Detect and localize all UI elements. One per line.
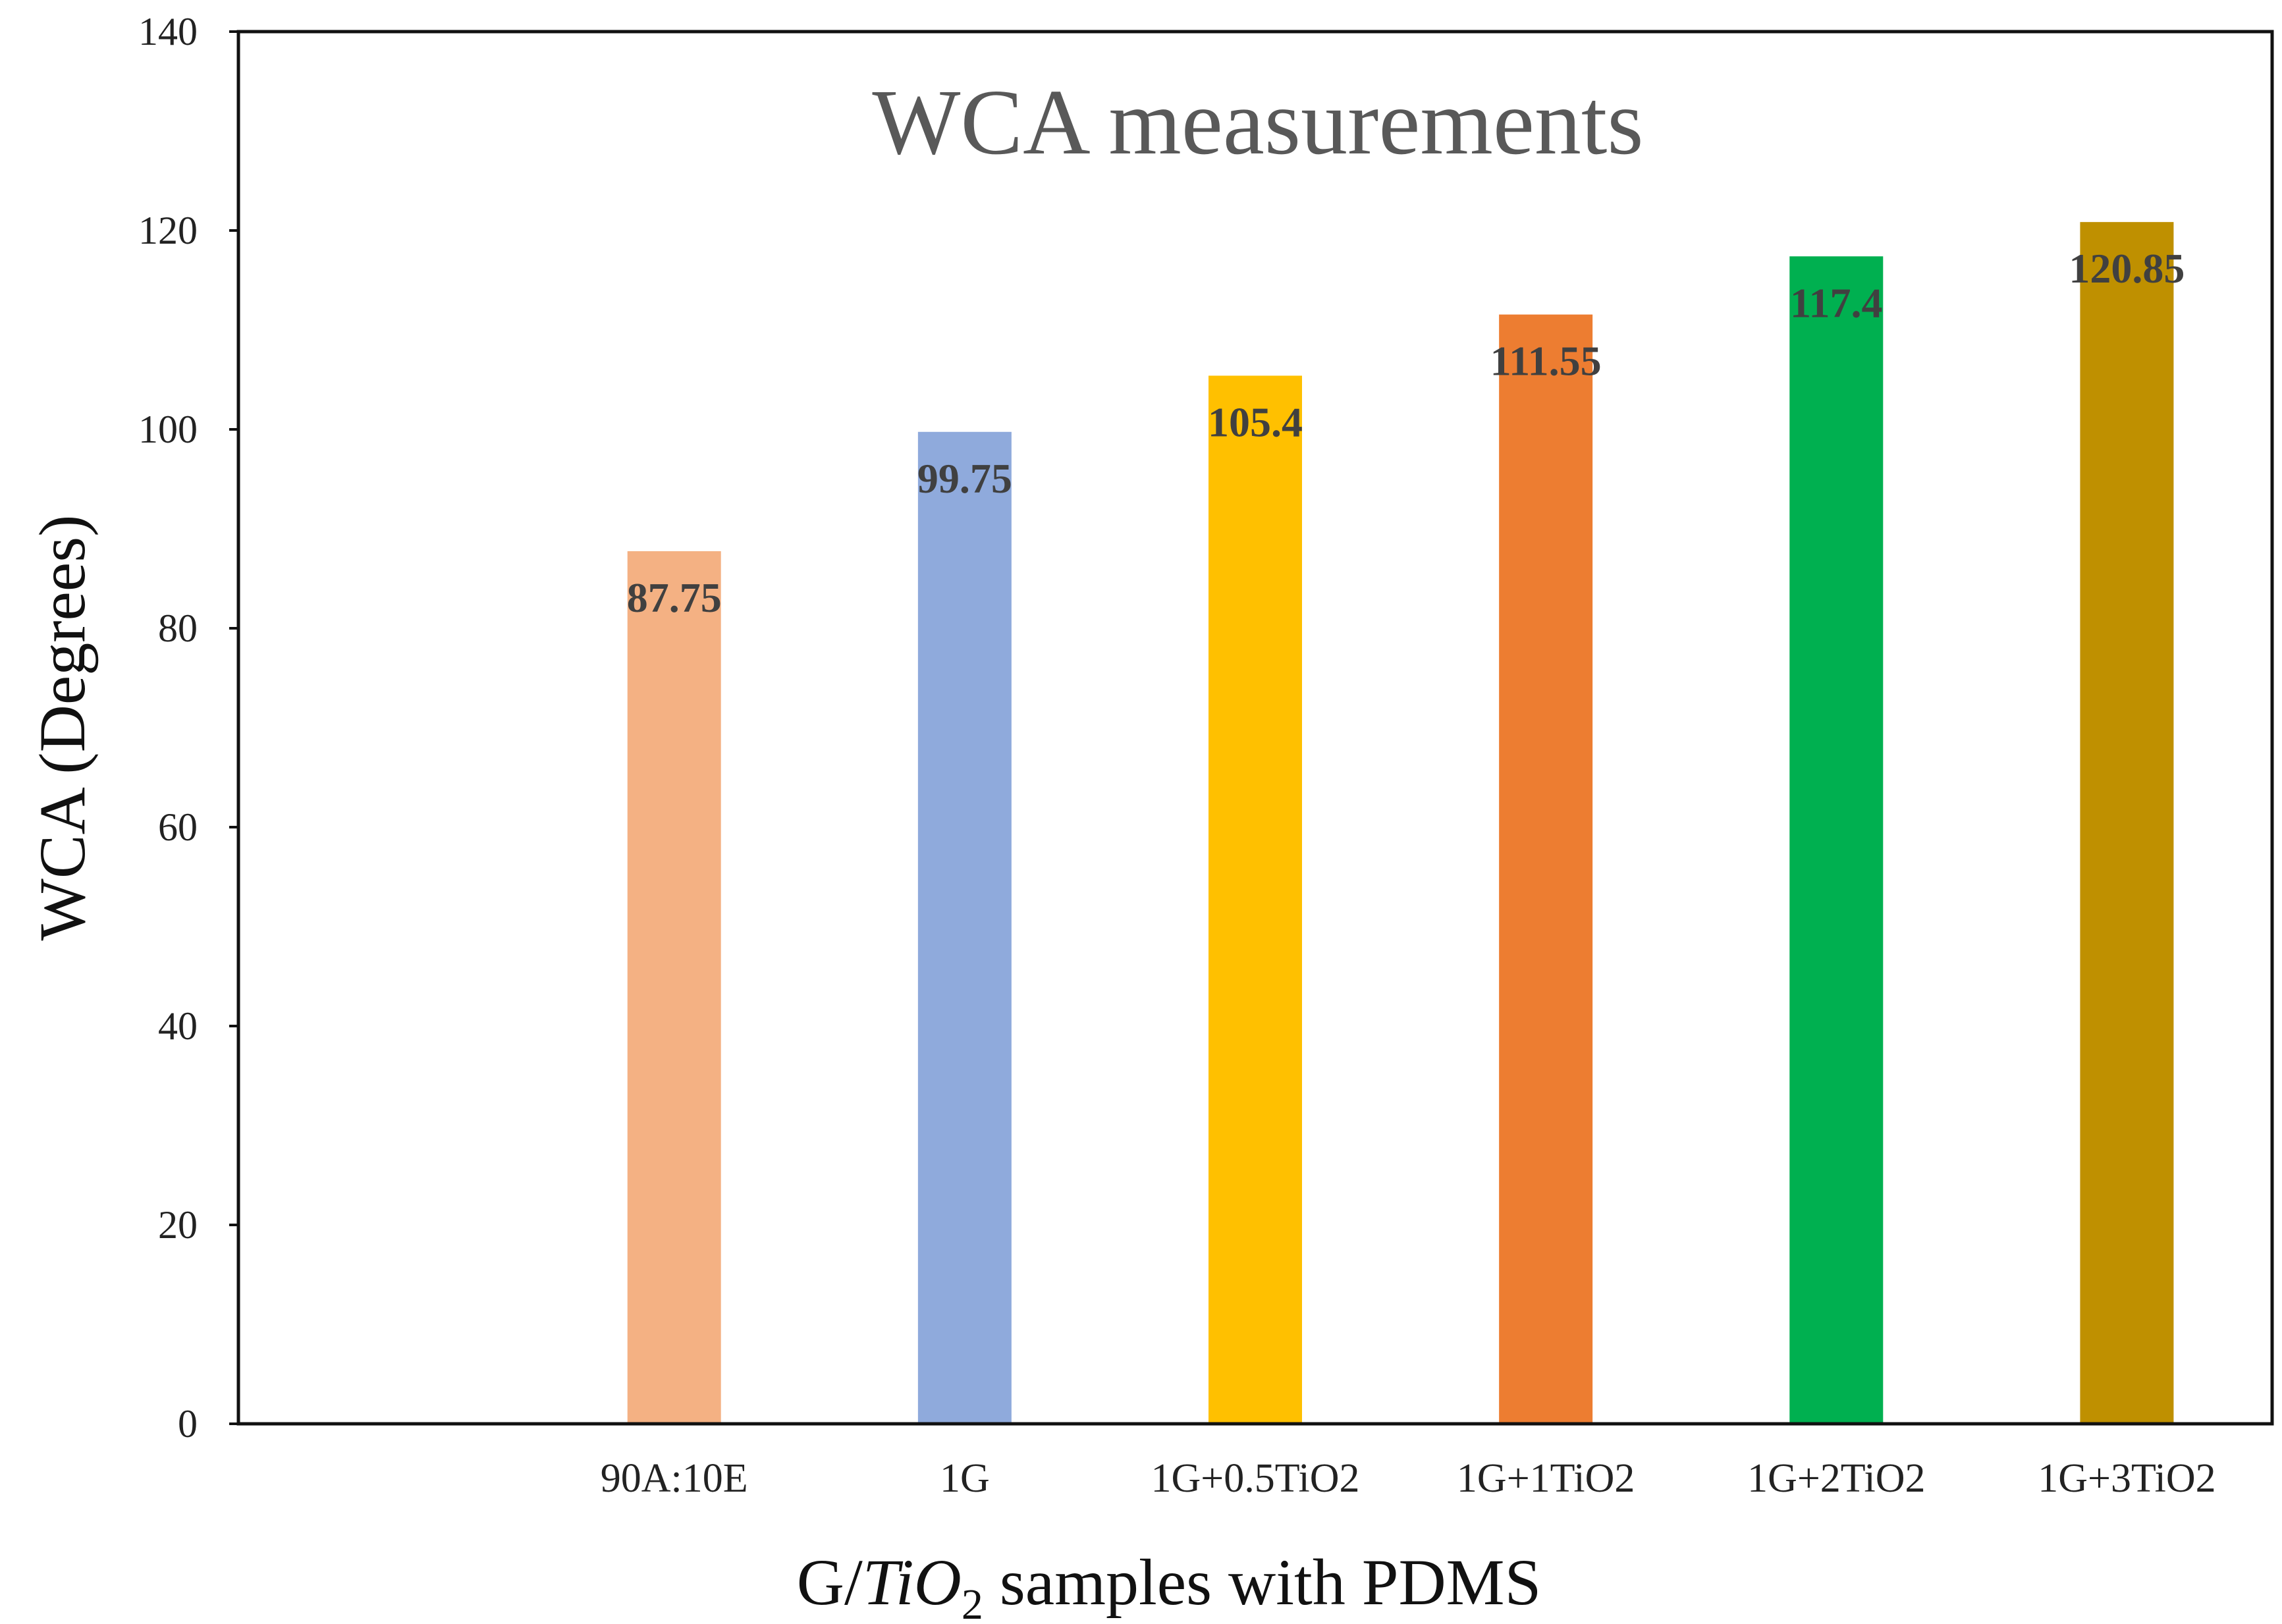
data-label-1G+1TiO2: 111.55 <box>1490 338 1602 385</box>
x-axis-categories: 90A:10E 1G 1G+0.5TiO2 1G+1TiO2 1G+2TiO2 1G+3T… <box>601 1456 2216 1501</box>
x-category-label-1G: 1G <box>940 1456 990 1501</box>
y-tick-label-100: 100 <box>138 408 198 451</box>
data-label-1G+0.5TiO2: 105.4 <box>1208 398 1303 445</box>
x-category-label-1G+0.5TiO2: 1G+0.5TiO2 <box>1151 1456 1360 1501</box>
y-axis-ticks: 0 20 40 60 80 100 120 140 <box>138 10 238 1446</box>
data-label-1G+3TiO2: 120.85 <box>2069 245 2185 292</box>
y-tick-label-80: 80 <box>158 607 198 650</box>
bar-1G+1TiO2 <box>1499 314 1593 1424</box>
chart-title: WCA measurements <box>872 70 1643 174</box>
y-tick-label-40: 40 <box>158 1004 198 1048</box>
x-axis-title-prefix: G/ <box>797 1546 863 1619</box>
data-label-90A:10E: 87.75 <box>627 574 722 621</box>
y-tick-label-20: 20 <box>158 1203 198 1247</box>
data-labels: 87.75 99.75 105.4 111.55 117.4 120.85 <box>627 245 2185 621</box>
x-axis-title-subscript: 2 <box>962 1581 983 1624</box>
bar-1G <box>917 431 1012 1424</box>
y-tick-label-120: 120 <box>138 209 198 252</box>
bar-1G+2TiO2 <box>1789 256 1884 1424</box>
bar-1G+3TiO2 <box>2080 222 2174 1424</box>
data-label-1G+2TiO2: 117.4 <box>1790 279 1882 326</box>
x-axis-title-suffix: samples with PDMS <box>983 1546 1541 1619</box>
data-label-1G: 99.75 <box>917 455 1012 502</box>
y-tick-label-60: 60 <box>158 805 198 849</box>
x-axis-title: G/TiO2 samples with PDMS <box>797 1546 1541 1624</box>
x-category-label-1G+2TiO2: 1G+2TiO2 <box>1747 1456 1925 1501</box>
y-axis-title: WCA (Degrees) <box>26 515 99 941</box>
x-axis-title-math: TiO <box>863 1546 962 1619</box>
bar-1G+0.5TiO2 <box>1209 375 1302 1424</box>
bar-series <box>627 222 2174 1424</box>
y-tick-label-0: 0 <box>178 1402 198 1446</box>
y-tick-label-140: 140 <box>138 10 198 53</box>
bar-90A:10E <box>627 551 721 1424</box>
x-category-label-90A:10E: 90A:10E <box>601 1456 748 1501</box>
plot-area-border <box>236 30 2274 1426</box>
x-category-label-1G+1TiO2: 1G+1TiO2 <box>1457 1456 1635 1501</box>
x-category-label-1G+3TiO2: 1G+3TiO2 <box>2038 1456 2215 1501</box>
